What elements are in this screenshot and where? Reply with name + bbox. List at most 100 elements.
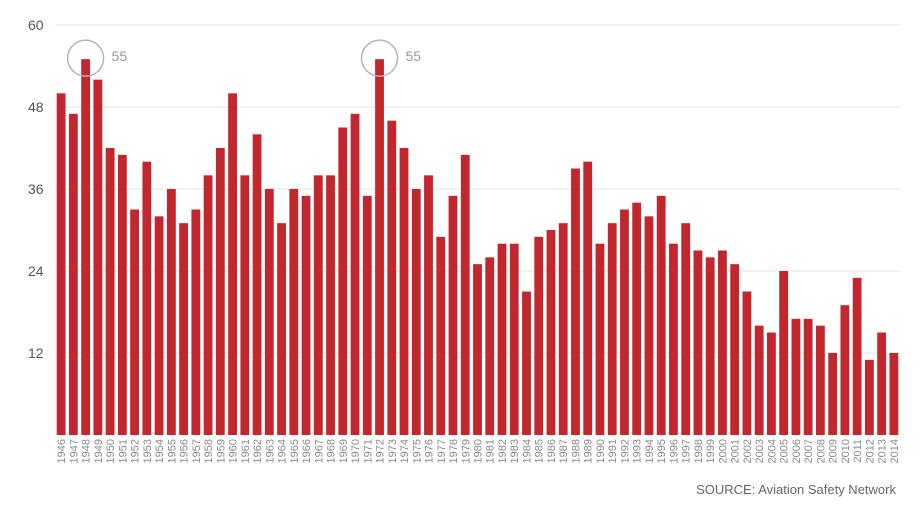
x-tick-label: 1984: [521, 439, 533, 463]
x-tick-label: 1989: [583, 439, 595, 463]
x-tick-label: 2004: [766, 439, 778, 463]
bar-1973: [387, 120, 397, 436]
bar-1966: [301, 195, 311, 435]
y-tick-label: 12: [28, 345, 44, 361]
x-tick-label: 1948: [81, 439, 93, 463]
bar-2001: [730, 264, 740, 435]
x-tick-label: 1956: [179, 439, 191, 463]
source-note: SOURCE: Aviation Safety Network: [696, 482, 896, 497]
x-tick-label: 1963: [264, 439, 276, 463]
bar-1988: [571, 168, 580, 435]
x-tick-label: 1980: [473, 439, 485, 463]
x-tick-label: 1982: [497, 439, 509, 463]
x-tick-label: 1990: [595, 439, 607, 463]
bar-1962: [252, 134, 262, 436]
bar-1951: [117, 154, 127, 436]
y-tick-label: 48: [28, 99, 44, 115]
x-tick-label: 1946: [56, 439, 68, 463]
bar-2014: [889, 353, 899, 435]
bar-1970: [350, 113, 360, 435]
bar-2011: [852, 277, 862, 435]
bar-1957: [191, 209, 201, 435]
bar-1981: [485, 257, 495, 435]
x-tick-label: 1947: [68, 439, 80, 463]
bar-2003: [754, 325, 764, 435]
bars: [56, 59, 899, 436]
x-tick-label: 1955: [166, 439, 178, 463]
bar-1985: [534, 236, 544, 435]
annotations: 55 55: [66, 39, 421, 77]
x-tick-label: 1975: [411, 439, 423, 463]
x-tick-label: 1958: [203, 439, 215, 463]
bar-1996: [669, 243, 678, 435]
bar-1993: [632, 202, 642, 435]
bar-1967: [313, 175, 323, 436]
x-tick-label: 2008: [815, 439, 827, 463]
highlight-circle: [66, 39, 105, 77]
bar-1972: [375, 59, 384, 436]
x-tick-label: 1995: [656, 439, 668, 463]
x-tick-label: 1973: [387, 439, 399, 463]
x-tick-label: 1992: [619, 439, 631, 463]
x-tick-label: 1951: [117, 439, 129, 463]
x-tick-label: 1964: [277, 439, 289, 463]
x-tick-label: 1987: [558, 439, 570, 463]
bar-1959: [215, 148, 225, 435]
x-tick-label: 2002: [742, 439, 754, 463]
bar-1975: [411, 189, 421, 435]
bar-1950: [105, 148, 115, 435]
x-tick-label: 2012: [864, 439, 876, 463]
bar-1977: [436, 236, 446, 435]
bar-1984: [522, 291, 531, 435]
bar-1978: [448, 195, 458, 435]
x-tick-label: 1985: [534, 439, 546, 463]
x-tick-label: 1957: [191, 439, 203, 463]
x-tick-label: 1993: [632, 439, 644, 463]
annotation-label: 55: [112, 48, 128, 64]
bar-1946: [56, 93, 66, 435]
bar-1960: [228, 93, 237, 435]
x-tick-label: 2011: [852, 439, 864, 463]
y-axis-ticks: 12 24 36 48 60: [28, 17, 44, 361]
x-tick-label: 1998: [693, 439, 705, 463]
x-axis-ticks: 1946 1947 1948 1949 1950 1951 1952 1953 1954 1955…: [56, 439, 901, 463]
bar-1969: [338, 127, 348, 435]
bar-2006: [791, 318, 801, 435]
bar-1976: [424, 175, 433, 436]
x-tick-label: 1981: [485, 439, 497, 463]
bar-2008: [815, 325, 825, 435]
x-tick-label: 1994: [644, 439, 656, 463]
y-tick-label: 60: [28, 17, 44, 33]
x-tick-label: 2006: [791, 439, 803, 463]
x-tick-label: 1988: [570, 439, 582, 463]
x-tick-label: 1961: [240, 439, 252, 463]
x-tick-label: 1970: [350, 439, 362, 463]
bar-1989: [583, 161, 593, 435]
bar-1986: [546, 230, 556, 435]
x-tick-label: 1997: [681, 439, 693, 463]
bar-1963: [264, 189, 274, 435]
bar-1958: [203, 175, 213, 436]
bar-1994: [644, 216, 654, 435]
x-tick-label: 1949: [93, 439, 105, 463]
bar-2012: [864, 359, 874, 435]
bar-1947: [68, 113, 78, 435]
bar-1987: [558, 223, 568, 435]
y-tick-label: 24: [28, 263, 44, 279]
bar-1979: [460, 154, 470, 436]
bar-1991: [607, 223, 617, 435]
bar-2002: [742, 291, 752, 435]
x-tick-label: 1950: [105, 439, 117, 463]
x-tick-label: 1959: [215, 439, 227, 463]
x-tick-label: 1974: [399, 439, 411, 463]
x-tick-label: 1968: [326, 439, 338, 463]
bar-1995: [656, 195, 666, 435]
x-tick-label: 1976: [424, 439, 436, 463]
bar-2007: [803, 318, 813, 435]
x-tick-label: 2013: [877, 439, 889, 463]
bar-1961: [240, 175, 250, 436]
bar-1955: [166, 189, 176, 435]
bar-1964: [277, 223, 286, 435]
x-tick-label: 1999: [705, 439, 717, 463]
